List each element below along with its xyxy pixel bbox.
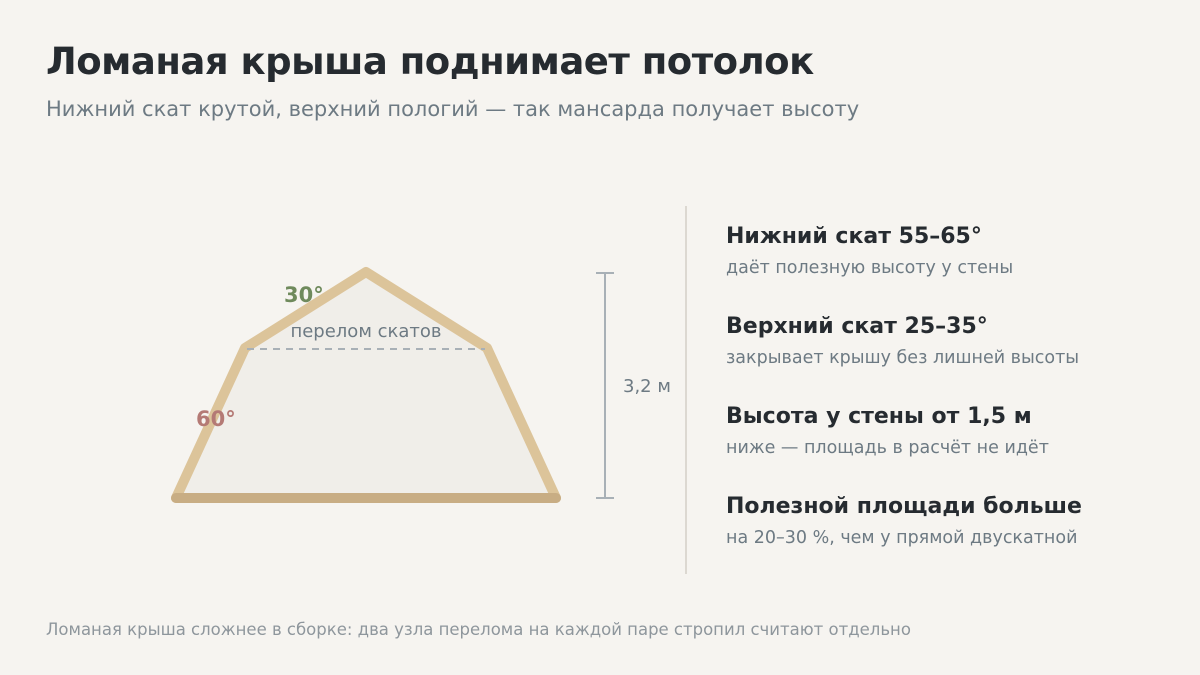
column-divider [685,206,687,574]
break-line-label: перелом скатов [290,321,441,342]
fact-description: даёт полезную высоту у стены [726,258,1014,278]
fact-title: Нижний скат 55–65° [726,224,982,249]
fact-item: Верхний скат 25–35° закрывает крышу без … [726,312,1186,402]
fact-description: ниже — площадь в расчёт не идёт [726,438,1049,458]
lower-angle-label: 60° [196,407,236,431]
roof-outline [171,267,561,503]
fact-item: Нижний скат 55–65° даёт полезную высоту … [726,222,1186,312]
fact-description: закрывает крышу без лишней высоты [726,348,1080,368]
fact-title: Верхний скат 25–35° [726,314,988,339]
fact-item: Полезной площади больше на 20–30 %, чем … [726,492,1186,582]
roof-interior-fill [176,272,556,498]
footnote: Ломаная крыша сложнее в сборке: два узла… [46,620,911,639]
height-label: 3,2 м [623,376,671,397]
fact-description: на 20–30 %, чем у прямой двускатной [726,528,1078,548]
facts-list: Нижний скат 55–65° даёт полезную высоту … [726,222,1186,582]
page-subtitle: Нижний скат крутой, верхний пологий — та… [46,97,860,121]
upper-angle-label: 30° [284,283,324,307]
fact-item: Высота у стены от 1,5 м ниже — площадь в… [726,402,1186,492]
height-dimension [596,272,614,499]
page-title: Ломаная крыша поднимает потолок [46,40,814,83]
fact-title: Полезной площади больше [726,494,1082,519]
fact-title: Высота у стены от 1,5 м [726,404,1032,429]
